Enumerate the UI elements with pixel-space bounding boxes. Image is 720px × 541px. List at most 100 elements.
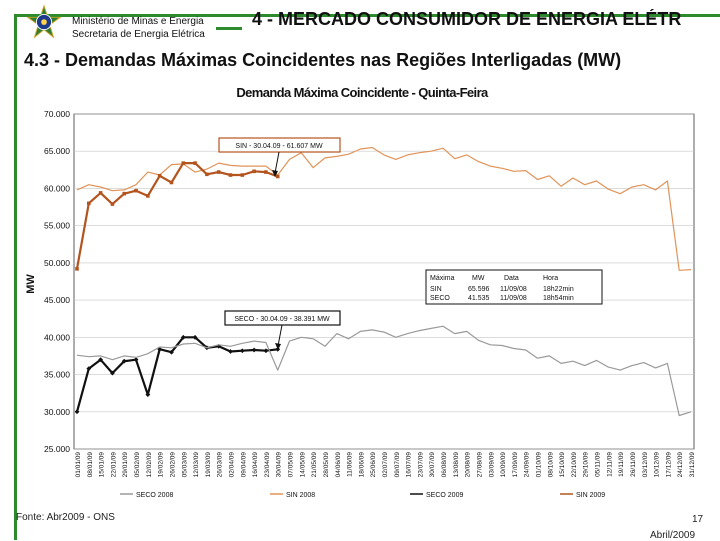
x-tick-label: 17/09/09 — [512, 452, 519, 478]
chart-title: Demanda Máxima Coincidente - Quinta-Feir… — [236, 85, 489, 100]
x-tick-label: 01/10/09 — [536, 452, 543, 478]
data-point-sin-2009 — [157, 173, 162, 178]
legend-label-seco-2008: SECO 2008 — [136, 492, 173, 499]
x-tick-label: 02/07/09 — [382, 452, 389, 478]
x-tick-label: 05/03/09 — [181, 452, 188, 478]
x-tick-label: 12/03/09 — [193, 452, 200, 478]
data-point-seco-2009 — [169, 349, 174, 355]
page-subtitle: 4.3 - Demandas Máximas Coincidentes nas … — [24, 50, 622, 70]
y-tick-label: 45.000 — [44, 295, 70, 305]
data-point-seco-2009 — [180, 334, 186, 340]
x-tick-label: 24/09/09 — [524, 452, 531, 478]
y-tick-label: 60.000 — [44, 183, 70, 193]
seco-annotation: SECO - 30.04.09 - 38.391 MW — [224, 310, 341, 350]
max-table-cell: 11/09/08 — [500, 286, 527, 293]
data-point-sin-2009 — [240, 173, 245, 177]
data-point-seco-2009 — [192, 334, 198, 340]
max-table-cell: 65.596 — [468, 286, 490, 293]
data-point-sin-2009 — [110, 202, 115, 206]
x-tick-label: 26/11/09 — [630, 452, 637, 477]
y-tick-label: 35.000 — [44, 370, 70, 380]
sin-annotation-text: SIN - 30.04.09 - 61.607 MW — [235, 143, 323, 150]
x-tick-label: 01/01/09 — [75, 452, 82, 478]
data-point-sin-2009 — [169, 180, 174, 185]
data-point-sin-2009 — [146, 194, 150, 198]
footer-date: Abril/2009 — [650, 530, 696, 541]
series-line-sin-2008 — [76, 146, 692, 271]
x-tick-label: 10/12/09 — [654, 452, 661, 478]
x-tick-label: 22/01/09 — [110, 452, 117, 478]
x-tick-label: 11/06/09 — [347, 452, 354, 477]
x-tick-label: 13/08/09 — [453, 452, 460, 478]
max-table-header-2: MW — [472, 275, 485, 282]
seco-annotation-arrowhead — [275, 343, 281, 350]
data-point-sin-2009 — [252, 169, 256, 174]
data-point-seco-2009 — [239, 348, 245, 354]
x-tick-label: 05/02/09 — [134, 452, 141, 478]
max-table-cell: 11/09/08 — [500, 295, 527, 302]
max-table-header-4: Hora — [543, 275, 558, 282]
x-tick-label: 18/06/09 — [358, 452, 365, 478]
x-tick-label: 15/10/09 — [559, 452, 566, 478]
legend-label-seco-2009: SECO 2009 — [426, 492, 463, 499]
series-line-seco-2008 — [76, 325, 692, 417]
x-tick-label: 10/09/09 — [500, 452, 507, 478]
x-tick-label: 22/10/09 — [571, 452, 578, 478]
x-tick-label: 17/12/09 — [665, 452, 672, 478]
data-point-sin-2009 — [216, 170, 221, 174]
x-tick-label: 29/10/09 — [583, 452, 590, 478]
max-demand-table: Máxima MW Data Hora SIN 65.596 11/09/08 … — [425, 269, 603, 305]
data-point-seco-2009 — [263, 348, 269, 354]
sin-annotation-arrowhead — [272, 170, 278, 177]
data-point-sin-2009 — [87, 201, 91, 206]
x-tick-label: 26/02/09 — [169, 452, 176, 478]
section-title: 4 - MERCADO CONSUMIDOR DE ENERGIA ELÉTR — [252, 9, 682, 29]
sin-annotation: SIN - 30.04.09 - 61.607 MW — [218, 137, 341, 177]
x-tick-label: 31/12/09 — [689, 452, 696, 478]
max-table-cell: SECO — [430, 295, 450, 302]
sin-annotation-box — [218, 137, 341, 153]
x-tick-label: 05/11/09 — [595, 452, 602, 477]
seco-annotation-text: SECO - 30.04.09 - 38.391 MW — [234, 316, 330, 323]
x-tick-label: 16/07/09 — [406, 452, 413, 478]
sin-annotation-arrow — [274, 151, 280, 174]
x-tick-label: 30/04/09 — [276, 452, 283, 478]
data-point-sin-2009 — [228, 173, 233, 177]
max-table-cell: SIN — [430, 286, 442, 293]
footer-source: Fonte: Abr2009 - ONS — [16, 512, 115, 523]
data-point-sin-2009 — [181, 161, 186, 165]
y-tick-label: 30.000 — [44, 407, 70, 417]
data-point-sin-2009 — [205, 172, 209, 177]
x-tick-label: 19/02/09 — [158, 452, 165, 478]
x-tick-label: 19/11/09 — [618, 452, 625, 477]
y-tick-label: 70.000 — [44, 109, 70, 119]
data-point-seco-2009 — [86, 366, 92, 371]
ministry-line-2: Secretaria de Energia Elétrica — [72, 29, 205, 40]
x-tick-label: 30/07/09 — [429, 452, 436, 478]
x-tick-label: 23/04/09 — [264, 452, 271, 478]
x-tick-label: 25/06/09 — [370, 452, 377, 478]
x-tick-label: 08/10/09 — [547, 452, 554, 478]
x-tick-label: 12/02/09 — [146, 452, 153, 478]
x-tick-label: 03/12/09 — [642, 452, 649, 478]
ministry-line-1: Ministério de Minas e Energia — [72, 16, 204, 27]
legend-label-sin-2008: SIN 2008 — [286, 492, 315, 499]
y-tick-label: 65.000 — [44, 146, 70, 156]
y-tick-label: 55.000 — [44, 221, 70, 231]
data-point-seco-2009 — [228, 349, 233, 354]
x-tick-label: 02/04/09 — [229, 452, 236, 478]
data-point-sin-2009 — [98, 191, 103, 195]
y-axis-label: MW — [25, 274, 37, 294]
max-table-cell: 41.535 — [468, 295, 490, 302]
x-tick-label: 28/05/09 — [323, 452, 330, 478]
data-point-sin-2009 — [275, 174, 280, 179]
data-point-seco-2009 — [251, 347, 257, 353]
x-tick-label: 23/07/09 — [417, 452, 424, 478]
coat-of-arms-icon — [26, 4, 62, 39]
data-point-seco-2009 — [133, 357, 139, 363]
max-table-header-3: Data — [504, 275, 519, 282]
x-tick-label: 19/03/09 — [205, 452, 212, 478]
x-tick-label: 09/04/09 — [240, 452, 247, 478]
x-tick-label: 16/04/09 — [252, 452, 259, 478]
x-tick-label: 24/12/09 — [677, 452, 684, 478]
